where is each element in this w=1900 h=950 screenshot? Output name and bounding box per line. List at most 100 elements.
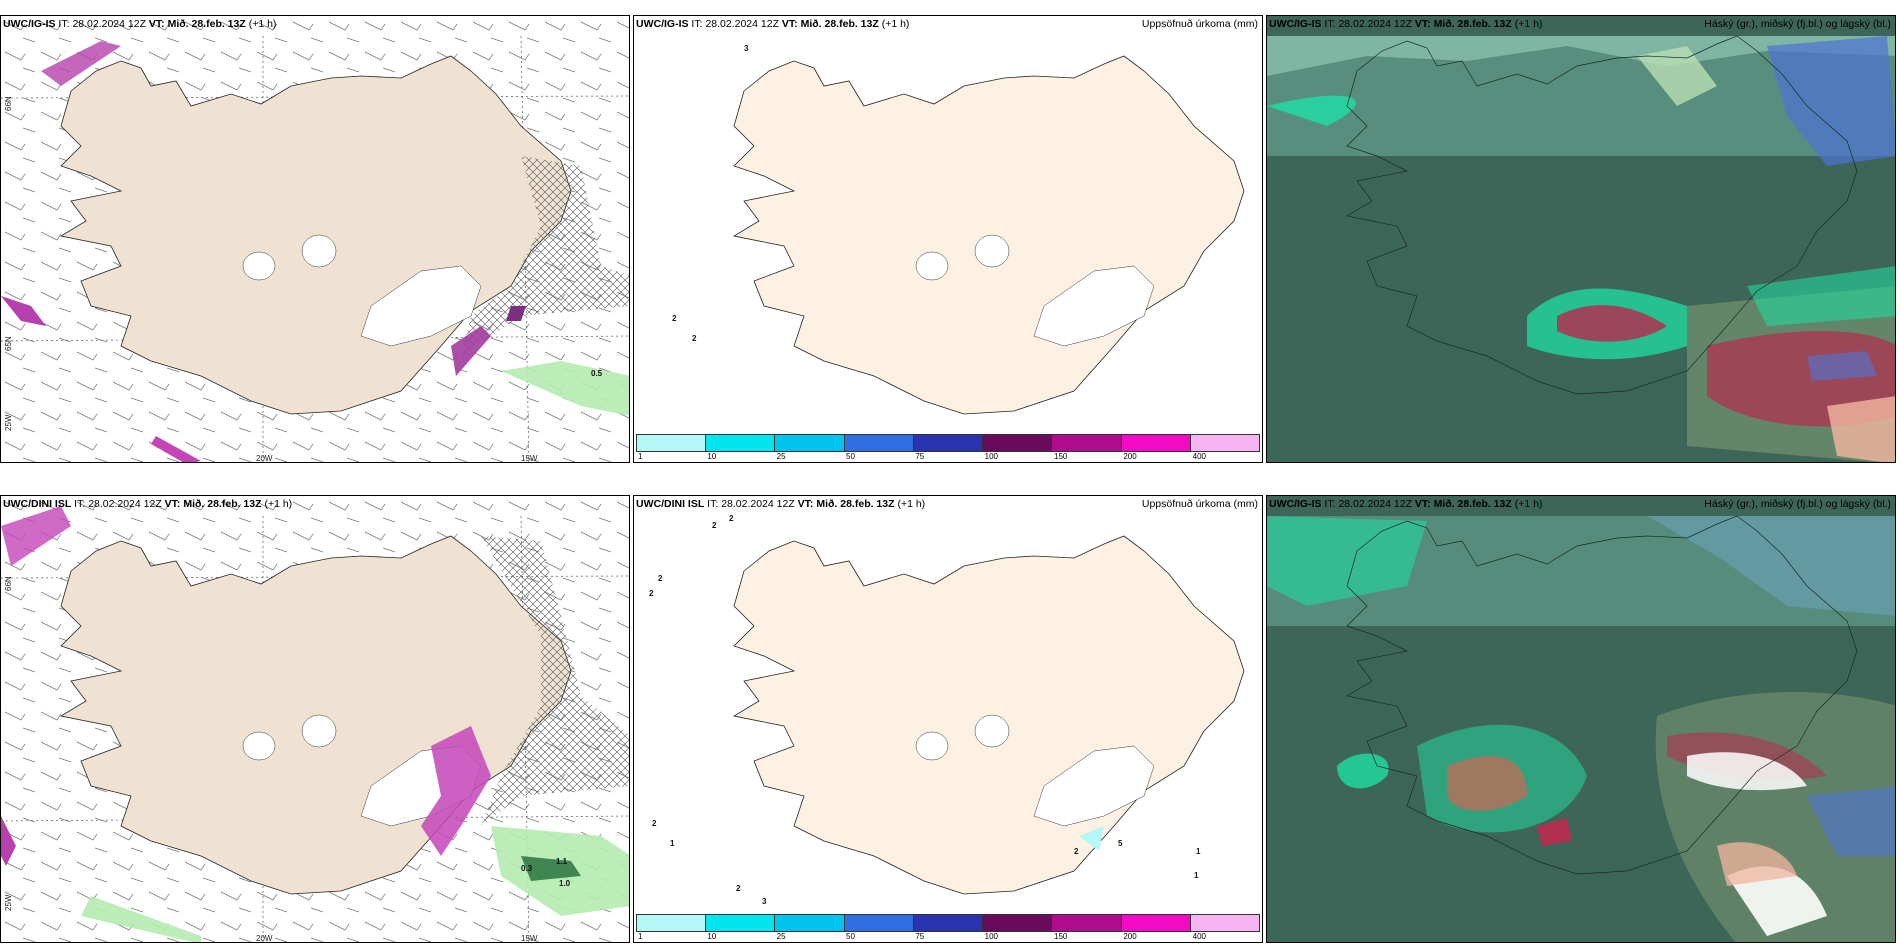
panel-title: UWC/IG-IS IT: 28.02.2024 12Z VT: Mið. 28… [636, 18, 909, 30]
model-name: UWC/DINI ISL [636, 498, 705, 510]
precip-value-label: 2 [652, 819, 657, 828]
legend-label: 100 [984, 932, 999, 941]
cloud-map [1267, 496, 1895, 942]
legend-swatch [706, 435, 776, 451]
precip-value-label: 5 [1118, 839, 1123, 848]
legend-swatch [844, 915, 914, 931]
legend-label: 75 [915, 452, 925, 461]
legend-label: 1 [638, 932, 643, 941]
precip-value-label: 2 [712, 521, 717, 530]
vt-label: VT: [781, 18, 798, 30]
panel-title: UWC/IG-IS IT: 28.02.2024 12Z VT: Mið. 28… [3, 18, 276, 30]
legend-swatch [637, 435, 707, 451]
it-label: IT: [74, 498, 86, 510]
axis-label-20w: 20W [256, 454, 273, 463]
legend-label: 400 [1192, 932, 1207, 941]
axis-label-15w: 15W [521, 934, 538, 943]
precip-title: Uppsöfnuð úrkoma (mm) [1141, 498, 1258, 510]
lead-time: (+1 h) [881, 18, 910, 30]
model-name: UWC/IG-IS [1269, 18, 1322, 30]
legend-label: 10 [707, 452, 717, 461]
legend-label: 10 [707, 932, 717, 941]
legend-swatch [1121, 915, 1191, 931]
legend-swatch [706, 915, 776, 931]
axis-label-20w: 20W [256, 934, 273, 943]
legend-swatch [637, 915, 707, 931]
legend-label: 200 [1123, 932, 1137, 941]
model-name: UWC/IG-IS [3, 18, 56, 30]
wind-value-label: 1.1 [556, 857, 568, 866]
legend-label: 50 [846, 452, 855, 461]
panel-title: UWC/IG-IS IT: 28.02.2024 12Z VT: Mið. 28… [1269, 498, 1542, 510]
legend-swatch [913, 915, 984, 931]
precip-value-label: 2 [658, 574, 663, 583]
precip-legend [636, 914, 1260, 932]
panel-title: UWC/DINI ISL IT: 28.02.2024 12Z VT: Mið.… [3, 498, 292, 510]
it-value: 28.02.2024 12Z [1338, 18, 1412, 30]
vt-value: Mið. 28.feb. 13Z [183, 498, 262, 510]
legend-swatch [983, 915, 1053, 931]
it-value: 28.02.2024 12Z [1338, 498, 1412, 510]
precip-map-panel-row1: UWC/IG-IS IT: 28.02.2024 12Z VT: Mið. 28… [633, 15, 1263, 463]
legend-label: 200 [1123, 452, 1137, 461]
lead-time: (+1 h) [264, 498, 293, 510]
precip-value-label: 3 [744, 44, 749, 53]
iceland-outline [1346, 515, 1858, 875]
it-label: IT: [58, 18, 70, 30]
legend-swatch [1052, 435, 1122, 451]
lead-time: (+1 h) [248, 18, 277, 30]
wind-value-label: 1.0 [559, 879, 571, 888]
wind-map: 0.5 20W 15W 25W 66N 65N [1, 16, 629, 463]
axis-label-66n: 66N [4, 576, 13, 591]
iceland-outline [1346, 35, 1858, 395]
axis-label-15w: 15W [521, 454, 538, 463]
legend-swatch [1052, 915, 1122, 931]
vt-label: VT: [148, 18, 165, 30]
legend-label: 400 [1192, 452, 1207, 461]
axis-label-25w: 25W [4, 414, 13, 431]
it-value: 28.02.2024 12Z [721, 498, 795, 510]
lead-time: (+1 h) [1514, 18, 1543, 30]
legend-swatch [775, 435, 845, 451]
vt-label: VT: [1414, 498, 1431, 510]
cloud-title: Háský (gr.), miðský (fj.bl.) og lágský (… [1704, 18, 1891, 30]
it-label: IT: [1324, 18, 1336, 30]
legend-label: 25 [776, 452, 786, 461]
precip-title: Uppsöfnuð úrkoma (mm) [1141, 18, 1258, 30]
precip-value-label: 2 [692, 334, 697, 343]
precip-legend-labels: 1 10 25 50 75 100 150 200 400 [636, 452, 1260, 462]
vt-value: Mið. 28.feb. 13Z [816, 498, 895, 510]
vt-value: Mið. 28.feb. 13Z [167, 18, 246, 30]
cloud-map-panel-row1: UWC/IG-IS IT: 28.02.2024 12Z VT: Mið. 28… [1266, 15, 1896, 463]
legend-swatch [1190, 915, 1259, 931]
wind-value-label: 0.3 [521, 864, 533, 873]
precip-map: 3 2 2 [672, 44, 1245, 415]
legend-label: 100 [984, 452, 999, 461]
legend-label: 150 [1054, 932, 1068, 941]
precip-value-label: 3 [762, 897, 767, 906]
legend-label: 25 [776, 932, 786, 941]
precip-value-label: 1 [1196, 847, 1201, 856]
wind-value-label: 0.5 [591, 369, 603, 378]
wind-map: 0.3 1.1 1.0 20W 15W 25W 66N [1, 496, 629, 943]
legend-label: 150 [1054, 452, 1068, 461]
precip-value-label: 2 [729, 514, 734, 523]
vt-label: VT: [164, 498, 181, 510]
precip-legend-labels: 1 10 25 50 75 100 150 200 400 [636, 932, 1260, 942]
cloud-map-panel-row2: UWC/IG-IS IT: 28.02.2024 12Z VT: Mið. 28… [1266, 495, 1896, 943]
it-label: IT: [1324, 498, 1336, 510]
it-value: 28.02.2024 12Z [72, 18, 146, 30]
wind-map-panel-row1: UWC/IG-IS IT: 28.02.2024 12Z VT: Mið. 28… [0, 15, 630, 463]
legend-label: 50 [846, 932, 855, 941]
axis-label-25w: 25W [4, 894, 13, 911]
panel-title: UWC/DINI ISL IT: 28.02.2024 12Z VT: Mið.… [636, 498, 925, 510]
cloud-title: Háský (gr.), miðský (fj.bl.) og lágský (… [1704, 498, 1891, 510]
vt-value: Mið. 28.feb. 13Z [1433, 498, 1512, 510]
it-value: 28.02.2024 12Z [88, 498, 162, 510]
vt-value: Mið. 28.feb. 13Z [1433, 18, 1512, 30]
precip-map-panel-row2: UWC/DINI ISL IT: 28.02.2024 12Z VT: Mið.… [633, 495, 1263, 943]
lead-time: (+1 h) [897, 498, 926, 510]
model-name: UWC/IG-IS [1269, 498, 1322, 510]
precip-legend [636, 434, 1260, 452]
precip-value-label: 1 [670, 839, 675, 848]
